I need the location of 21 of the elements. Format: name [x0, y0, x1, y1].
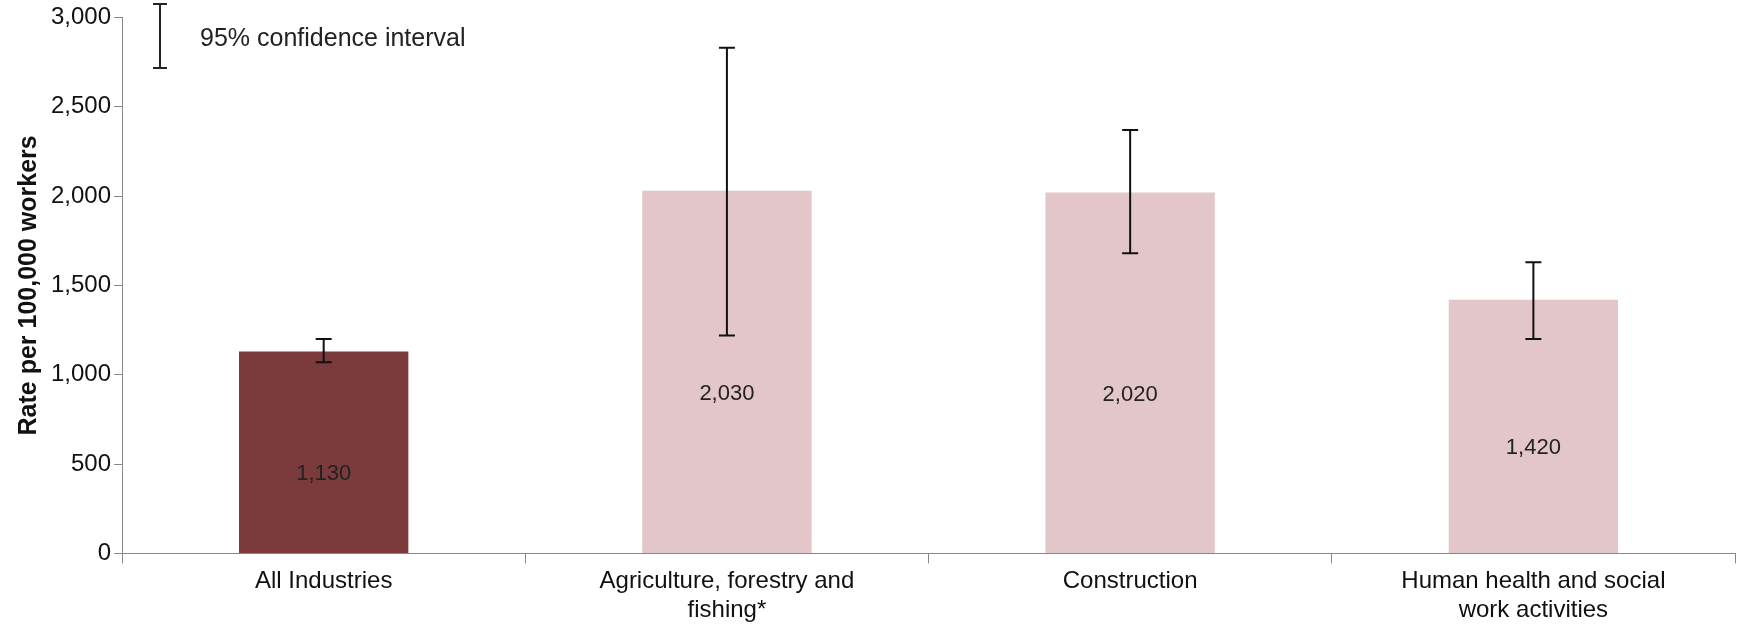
y-tick-label: 0: [97, 538, 112, 566]
y-tick-label: 2,000: [51, 180, 112, 208]
x-tick-label: All Industries: [254, 566, 393, 594]
data-label: 1,130: [296, 460, 352, 486]
bar: [239, 351, 409, 553]
x-tick-label: Agriculture, forestry and fishing*: [599, 566, 855, 623]
bar: [642, 190, 812, 553]
y-tick-label: 500: [71, 448, 112, 476]
y-tick-label: 2,500: [51, 91, 112, 119]
data-label: 2,020: [1102, 380, 1158, 406]
y-tick-label: 1,000: [51, 359, 112, 387]
x-tick-label: Human health and social work activities: [1401, 566, 1666, 623]
data-label: 2,030: [699, 379, 755, 405]
data-label: 1,420: [1505, 434, 1561, 460]
bar: [1045, 192, 1215, 553]
y-tick-label: 3,000: [51, 2, 112, 30]
annotation: 95% confidence interval: [200, 23, 466, 52]
x-tick-label: Construction: [1062, 566, 1198, 594]
y-tick-label: 1,500: [51, 270, 112, 298]
bar: [1448, 299, 1619, 553]
y-axis-title: Rate per 100,000 workers: [12, 135, 41, 436]
